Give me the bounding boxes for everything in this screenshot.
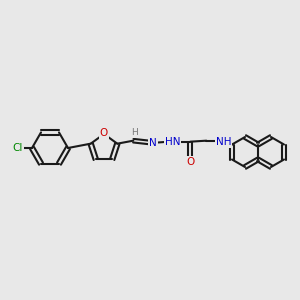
Text: N: N xyxy=(149,138,157,148)
Text: NH: NH xyxy=(216,137,231,147)
Text: O: O xyxy=(100,128,108,138)
Text: H: H xyxy=(131,128,138,137)
Text: HN: HN xyxy=(165,137,180,147)
Text: Cl: Cl xyxy=(13,143,23,153)
Text: O: O xyxy=(186,157,194,167)
